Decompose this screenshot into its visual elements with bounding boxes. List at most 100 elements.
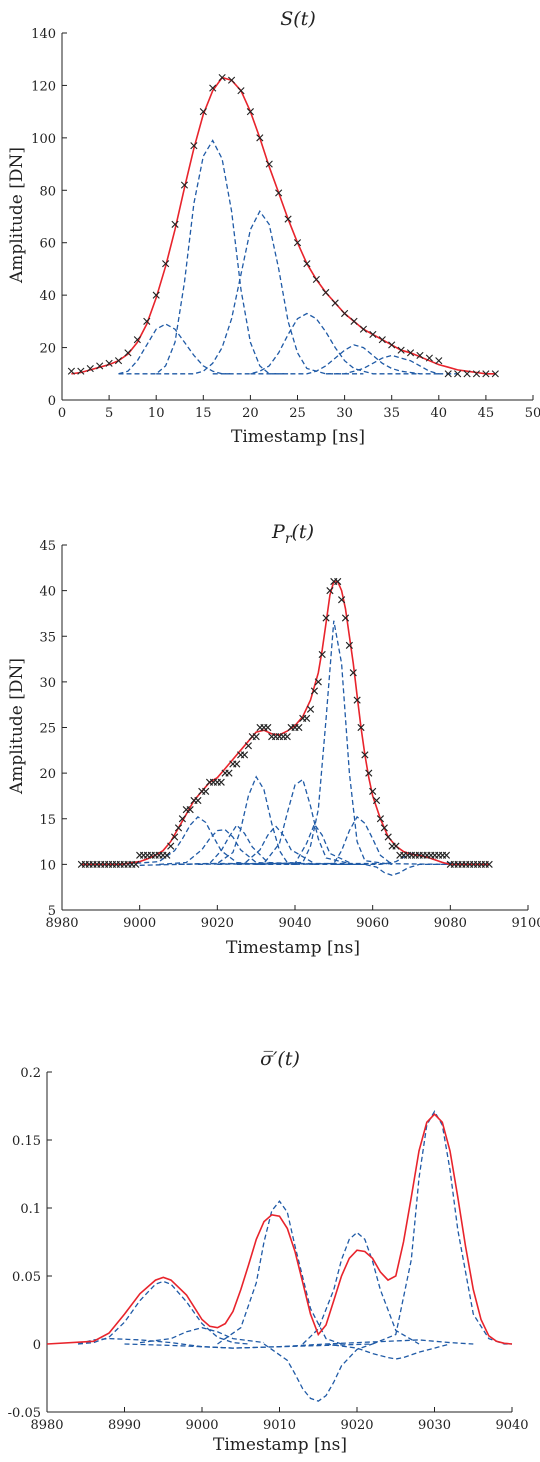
plot-pr-sample-point [372,796,381,805]
plot-s-xlabel: Timestamp [ns] [231,427,365,447]
plot-pr-x-tick-label: 9020 [201,916,234,931]
plot-s-sample-point [482,370,490,378]
plot-pr-x-tick-label: 9000 [123,916,156,931]
plot-sigma-y-tick-label: 0.15 [12,1134,41,1149]
plot-pr-sample-point [318,650,326,659]
plot-sigma-component-5 [302,1231,420,1345]
plot-s-title: S(t) [280,8,315,30]
plot-sigma-y-tick-label: 0 [33,1338,41,1353]
plot-pr-x-tick-label: 9040 [278,916,311,931]
plot-s-sample-point [312,275,320,284]
plot-s-sample-point [77,367,85,375]
plot-pr-component-9 [294,815,393,866]
plot-pr-sample-point [310,687,319,695]
plot-pr-sample-point [178,815,186,823]
plot-s-sample-point [472,370,481,378]
plot-pr-sample-point [334,577,342,586]
plot-sigma-x-tick-label: 8980 [30,1418,63,1433]
plot-sigma-x-tick-label: 9020 [340,1418,373,1433]
plot-s-sample-point [435,357,443,365]
plot-s-sample-point [322,288,330,297]
plot-s-y-tick-label: 100 [31,132,56,147]
plot-pr-sample-point [485,860,493,868]
plot-pr-fit-curve [81,580,490,866]
plot-sigma: σ̅′(t) Timestamp [ns] 8980 8990 9000 9010 90… [8,1048,529,1455]
plot-s-sample-point [293,239,302,247]
plot-s-sample-point [171,220,179,228]
plot-pr-sample-point [283,733,291,741]
plot-s-x-tick-label: 20 [242,406,259,421]
plot-s-sample-point [378,336,386,344]
plot-pr-component-10 [333,863,451,876]
plot-s-x-tick-label: 50 [525,406,540,421]
plot-sigma-component-9 [124,1343,373,1349]
plot-s-y-tick-label: 0 [48,394,56,409]
plot-s-sample-point [454,370,462,378]
plot-sigma-fit-curve [46,1113,513,1345]
plot-s-sample-point [246,108,254,116]
plot-s-sample-point [180,181,189,189]
plot-pr-sample-point [171,833,179,841]
plot-s-sample-point [209,84,217,92]
plot-pr-sample-point [295,723,303,732]
plot-pr-component-11 [314,852,470,866]
plot-pr-component-12 [139,862,451,866]
plot-pr-component-6 [217,778,354,866]
plot-pr-sample-point [174,824,183,832]
plot-s-sample-point [96,362,104,370]
plot-s-sample-point [331,299,339,307]
plot-pr-component-8 [256,620,393,866]
plot-s-sample-point [491,370,499,378]
plot-s-sample-point [199,108,207,116]
plot-pr-xlabel: Timestamp [ns] [226,938,360,958]
plot-s-sample-point [218,73,226,82]
plot-pr-y-tick-label: 10 [39,858,56,873]
plot-s: S(t) Amplitude [DN] Timestamp [ns] 0 5 10 1… [7,8,540,447]
plot-s-component-2 [118,139,289,375]
plot-s-x-tick-label: 25 [289,406,306,421]
plot-s-sample-point [341,309,349,318]
plot-pr-sample-point [442,851,451,859]
plot-pr-sample-point [217,778,225,786]
plot-pr-sample-point [341,614,350,622]
plot-s-sample-point [425,354,433,362]
plot-sigma-component-4 [263,1343,373,1402]
plot-pr-y-tick-label: 35 [39,630,56,645]
plot-sigma-y-tick-label: 0.05 [12,1270,41,1285]
plot-s-sample-point [227,76,236,84]
plot-s-sample-point [124,349,132,357]
plot-s-x-tick-label: 30 [336,406,353,421]
plot-sigma-x-tick-label: 9040 [495,1418,528,1433]
plot-s-component-3 [156,210,364,375]
plot-s-component-6 [325,354,458,375]
plot-sigma-component-6 [325,1343,451,1360]
plot-s-sample-point [67,367,76,375]
plot-s-y-tick-label: 60 [39,237,56,252]
plot-pr-y-tick-label: 40 [39,585,56,600]
plot-s-sample-point [256,134,264,142]
plot-s-x-tick-label: 5 [105,406,113,421]
plot-s-y-tick-label: 140 [31,27,56,42]
plot-s-x-tick-label: 35 [383,406,400,421]
plot-pr-sample-point [306,705,315,713]
plot-sigma-y-tick-label: 0.2 [20,1066,41,1081]
plot-s-ylabel: Amplitude [DN] [7,147,27,284]
plot-s-component-4 [212,312,420,375]
plot-s-sample-point [133,336,141,344]
plot-pr-y-tick-label: 25 [39,722,56,737]
plot-pr-sample-point [376,815,385,823]
plot-pr-component-1 [120,816,295,866]
plot-sigma-component-3 [217,1200,342,1345]
plot-pr-sample-point [349,669,357,677]
plot-s-sample-point [359,325,368,333]
plot-pr-x-tick-label: 8980 [45,916,78,931]
plot-s-component-5 [250,344,439,375]
plot-sigma-y-tick-label: 0.1 [20,1202,41,1217]
plot-s-sample-point [114,357,123,365]
plot-sigma-x-tick-label: 8990 [108,1418,141,1433]
plot-pr-sample-point [186,806,194,814]
plot-pr-sample-point [252,733,260,741]
plot-pr-y-tick-label: 5 [48,904,56,919]
plot-sigma-component-2 [139,1327,265,1344]
